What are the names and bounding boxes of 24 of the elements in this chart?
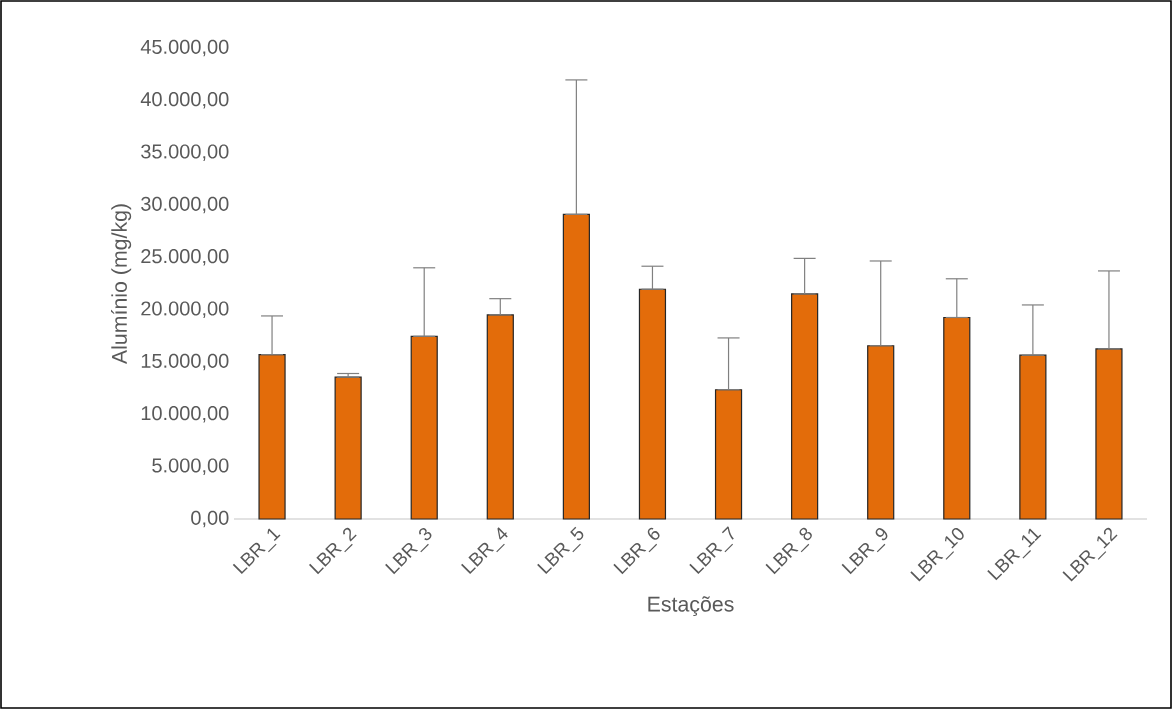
y-tick-label: 45.000,00 [140, 39, 229, 57]
bar [943, 316, 971, 520]
y-tick-label: 5.000,00 [152, 458, 229, 475]
bar [410, 335, 438, 520]
bar [867, 345, 895, 520]
bar [638, 288, 667, 520]
y-tick-label: 40.000,00 [140, 92, 229, 109]
y-tick-label: 20.000,00 [141, 301, 229, 318]
bar [1019, 354, 1047, 520]
bar [334, 376, 362, 520]
y-axis-title: Alumínio (mg/kg) [111, 204, 132, 365]
bar [258, 354, 286, 520]
bar [1095, 348, 1123, 520]
bar [562, 213, 590, 520]
bar [714, 389, 743, 520]
x-axis-title: Estações [648, 596, 734, 616]
y-tick-label: 15.000,00 [141, 353, 229, 371]
bar [486, 314, 514, 520]
y-tick-label: 35.000,00 [141, 144, 229, 161]
bar [791, 293, 819, 520]
y-tick-label: 10.000,00 [141, 406, 229, 423]
y-tick-label: 30.000,00 [141, 196, 229, 214]
y-tick-label: 25.000,00 [141, 249, 229, 266]
y-tick-label: 0,00 [191, 510, 229, 528]
